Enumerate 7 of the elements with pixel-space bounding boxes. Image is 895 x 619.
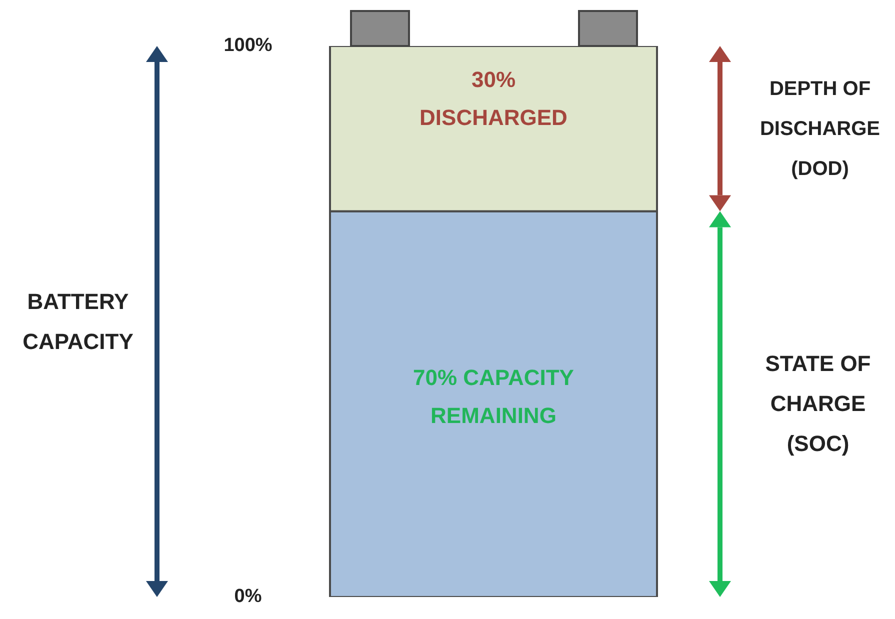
text: DEPTH OF DISCHARGE (DOD) <box>758 76 881 182</box>
y-tick-label: 100% <box>224 35 272 56</box>
text: STATE OF CHARGE (SOC) <box>764 350 872 458</box>
text: BATTERY CAPACITY <box>22 288 134 356</box>
data-label: 70% CAPACITY REMAINING <box>412 364 575 430</box>
y-tick-label: 0% <box>234 586 262 608</box>
data-label: 30% DISCHARGED <box>418 66 568 132</box>
